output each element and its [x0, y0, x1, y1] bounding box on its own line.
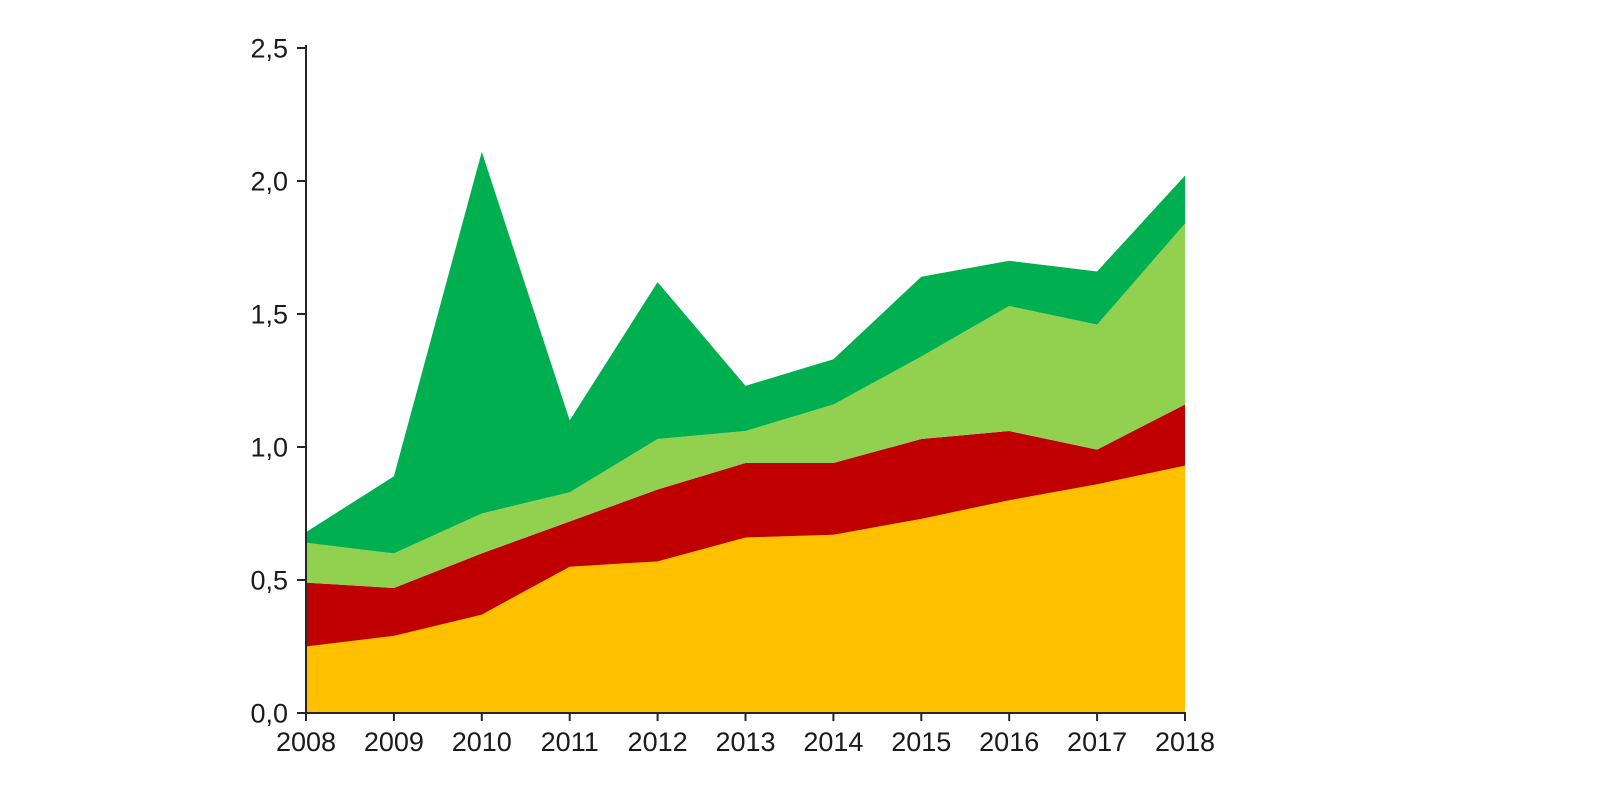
x-tick-label: 2010 [452, 727, 512, 757]
y-tick-label: 0,5 [250, 565, 288, 595]
x-tick-label: 2011 [541, 727, 599, 757]
x-tick-label: 2008 [276, 727, 336, 757]
y-tick-label: 2,0 [250, 166, 288, 196]
x-tick-label: 2015 [891, 727, 951, 757]
area-series-yellow [306, 465, 1185, 713]
y-tick-label: 2,5 [250, 33, 288, 63]
area-series-dark-red [306, 404, 1185, 647]
x-tick-label: 2009 [364, 727, 424, 757]
y-tick-label: 1,0 [250, 432, 288, 462]
x-tick-label: 2012 [628, 727, 688, 757]
y-tick-label: 1,5 [250, 299, 288, 329]
x-tick-label: 2018 [1155, 727, 1215, 757]
area-series-light-green [306, 223, 1185, 588]
y-tick-label: 0,0 [250, 698, 288, 728]
x-tick-label: 2017 [1067, 727, 1127, 757]
x-tick-label: 2016 [979, 727, 1039, 757]
x-tick-label: 2013 [715, 727, 775, 757]
area-series-dark-green [306, 151, 1185, 554]
x-tick-label: 2014 [803, 727, 863, 757]
